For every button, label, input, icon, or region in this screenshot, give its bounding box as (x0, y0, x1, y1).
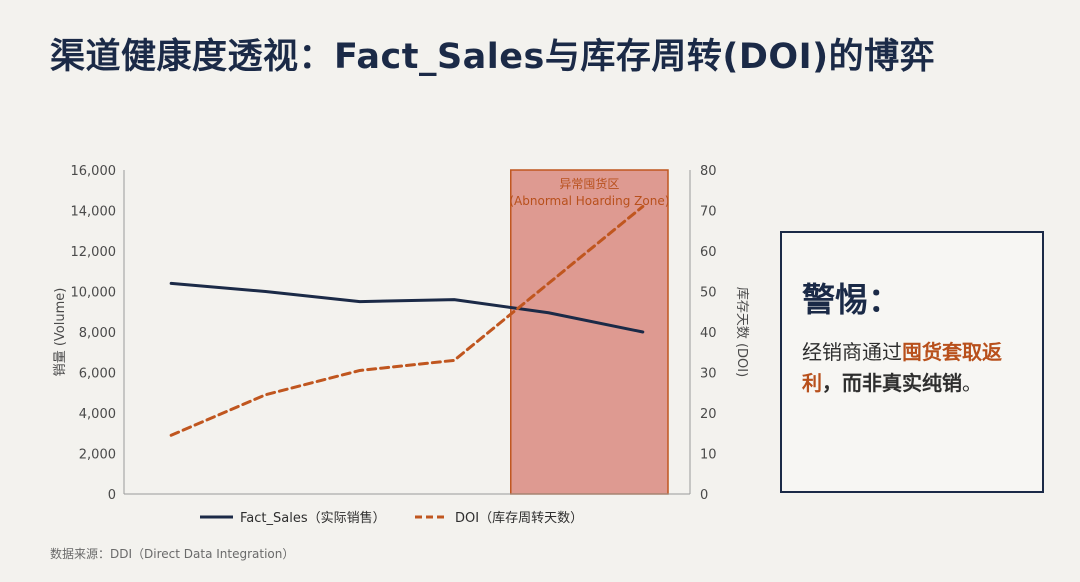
legend-label: DOI（库存周转天数） (455, 510, 583, 526)
y-tick-label-right: 20 (700, 407, 717, 422)
warning-body: 经销商通过囤货套取返利，而非真实纯销。 (802, 337, 1022, 399)
data-source-note: 数据来源：DDI（Direct Data Integration） (50, 547, 295, 561)
y-tick-label-right: 80 (700, 164, 717, 179)
highlight-zone-label: 异常囤货区 (559, 176, 619, 191)
warning-body-suffix: 。 (962, 371, 982, 395)
y-tick-label-right: 60 (700, 245, 717, 260)
y-tick-label-left: 4,000 (79, 407, 116, 422)
y-tick-label-left: 14,000 (71, 205, 117, 220)
y-tick-label-left: 2,000 (79, 448, 116, 463)
sales-line (169, 281, 645, 334)
y-tick-label-left: 0 (108, 488, 116, 503)
warning-title: 警惕： (802, 280, 901, 319)
y-tick-label-right: 70 (700, 205, 717, 220)
highlight-zone (510, 169, 669, 495)
warning-body-strong: ，而非真实纯销 (822, 371, 962, 395)
warning-callout: 警惕： 经销商通过囤货套取返利，而非真实纯销。 (780, 231, 1044, 493)
y-tick-label-left: 10,000 (71, 286, 117, 301)
page-title: 渠道健康度透视：Fact_Sales与库存周转(DOI)的博弈 (50, 37, 936, 77)
y-tick-label-right: 0 (700, 488, 708, 503)
y-axis-title-left: 销量 (Volume) (53, 288, 68, 377)
y-axis-title-right: 库存天数 (DOI) (734, 287, 750, 377)
warning-body-highlight: 囤货套取返利 (802, 340, 1002, 395)
y-tick-label-right: 50 (700, 286, 717, 301)
warning-body-prefix: 经销商通过 (802, 340, 902, 364)
y-tick-label-left: 12,000 (71, 245, 117, 260)
doi-line (169, 204, 645, 437)
y-tick-label-left: 16,000 (71, 164, 117, 179)
y-tick-label-left: 6,000 (79, 367, 116, 382)
y-tick-label-right: 10 (700, 448, 717, 463)
legend-label: Fact_Sales（实际销售） (240, 510, 386, 526)
y-tick-label-right: 40 (700, 326, 717, 341)
highlight-zone-sublabel: (Abnormal Hoarding Zone) (509, 194, 669, 208)
y-tick-label-right: 30 (700, 367, 717, 382)
y-tick-label-left: 8,000 (79, 326, 116, 341)
